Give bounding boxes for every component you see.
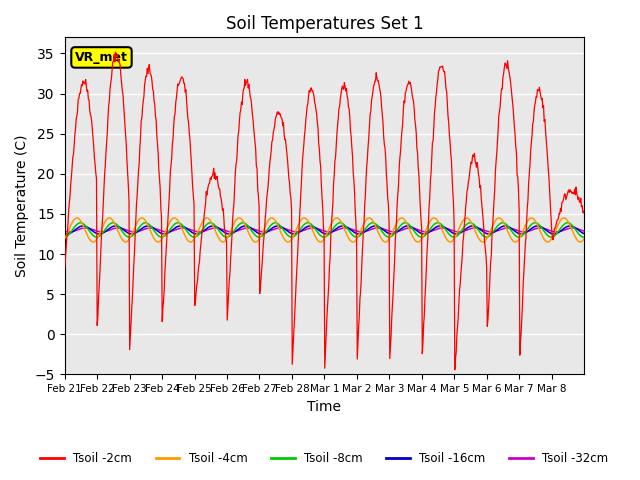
Title: Soil Temperatures Set 1: Soil Temperatures Set 1 bbox=[225, 15, 423, 33]
Text: VR_met: VR_met bbox=[75, 51, 128, 64]
Y-axis label: Soil Temperature (C): Soil Temperature (C) bbox=[15, 134, 29, 277]
Legend: Tsoil -2cm, Tsoil -4cm, Tsoil -8cm, Tsoil -16cm, Tsoil -32cm: Tsoil -2cm, Tsoil -4cm, Tsoil -8cm, Tsoi… bbox=[36, 447, 613, 469]
X-axis label: Time: Time bbox=[307, 400, 341, 414]
